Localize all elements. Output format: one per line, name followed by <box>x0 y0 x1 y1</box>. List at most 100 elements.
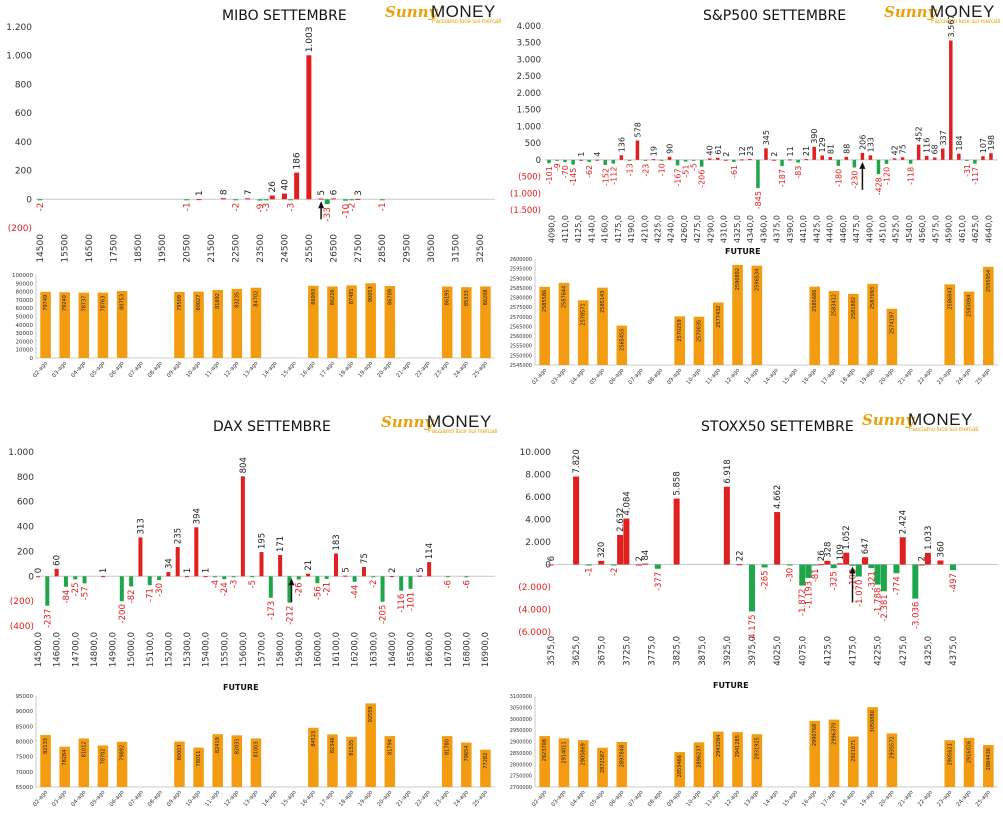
bar-value-label: -57 <box>81 586 91 600</box>
bar-value-label: -9 <box>553 163 562 171</box>
bar-value-label: -84 <box>62 590 72 604</box>
bar-value-label: -200 <box>118 604 128 623</box>
y-tick-label: 3000000 <box>510 717 532 723</box>
x-tick-label: 4340,0 <box>746 215 755 243</box>
call-bar <box>318 198 324 200</box>
bar-value-label: 114 <box>425 543 435 559</box>
call-bar <box>138 537 143 577</box>
x-tick-label: 4190,0 <box>627 215 636 243</box>
call-bar <box>635 140 640 160</box>
put-bar <box>893 564 900 574</box>
x-tick-label: 4390,0 <box>786 215 795 243</box>
x-tick-label: 4560,0 <box>918 215 927 243</box>
x-tick-label: 15100,0 <box>146 632 156 667</box>
bar-value-label: -230 <box>850 171 859 189</box>
x-tick-label: 4290,0 <box>706 215 715 243</box>
y-tick-label: (400) <box>10 622 34 632</box>
put-bar <box>288 199 294 201</box>
put-bar <box>231 576 236 578</box>
bar-value-label: -13 <box>625 163 634 176</box>
future-bar <box>59 292 70 358</box>
future-value-label: 2914011 <box>561 741 567 763</box>
bar-value-label: 804 <box>239 457 249 473</box>
put-bar <box>399 576 404 591</box>
call-bar <box>937 560 944 565</box>
call-bar <box>844 156 849 160</box>
put-bar <box>233 199 239 201</box>
bar-value-label: 390 <box>810 128 819 143</box>
category-label: 18-ago <box>840 367 857 386</box>
bar-value-label: 26 <box>817 550 827 561</box>
y-tick-label: 60000 <box>16 306 34 312</box>
bar-value-label: 5 <box>317 190 327 196</box>
future-bar <box>751 734 763 787</box>
x-tick-label: 16800,0 <box>462 632 472 667</box>
put-bar <box>884 159 889 164</box>
x-tick-label: 4175,0 <box>614 215 623 243</box>
category-label: 03-ago <box>551 789 568 808</box>
future-bar <box>616 741 628 787</box>
put-bar <box>268 576 273 598</box>
put-bar <box>571 159 575 165</box>
category-label: 14-ago <box>262 360 279 379</box>
stoxx-options-chart: (6.000) (4.000) (2.000) 0 2.000 4.000 6.000 8.0… <box>518 448 998 666</box>
put-bar <box>547 159 551 164</box>
x-tick-label: 16900,0 <box>481 632 491 667</box>
put-bar <box>799 564 806 586</box>
bar-value-label: -212 <box>285 606 295 625</box>
y-tick-label: 0 <box>30 356 34 362</box>
bar-value-label: 12 <box>738 146 747 156</box>
category-label: 25-ago <box>472 789 489 808</box>
y-tick-label: 2560000 <box>510 334 532 340</box>
future-value-label: 82346 <box>330 737 336 753</box>
future-value-label: 2577432 <box>716 305 722 327</box>
call-bar <box>667 156 672 160</box>
current-price-arrowhead <box>849 566 856 574</box>
bar-value-label: -51 <box>682 165 691 178</box>
put-bar <box>683 159 688 162</box>
call-bar <box>723 486 730 565</box>
category-label: 09-ago <box>666 789 683 808</box>
y-tick-label: 1.500 <box>517 106 541 116</box>
category-label: 02-ago <box>531 789 548 808</box>
call-bar <box>343 575 348 577</box>
category-label: 12-ago <box>223 360 240 379</box>
x-tick-label: 4375,0 <box>773 215 782 243</box>
future-bar <box>59 746 70 787</box>
future-bar <box>97 292 109 358</box>
call-bar <box>724 159 728 161</box>
sp500-options-chart: (1.500) (1.000) (500) 0 500 1.000 1.500 2.000 2.… <box>510 15 998 243</box>
x-tick-label: 4375,0 <box>949 636 959 666</box>
future-bar <box>809 720 821 787</box>
future-bar <box>712 731 724 787</box>
call-bar <box>196 199 202 201</box>
future-value-label: 2996370 <box>832 723 838 745</box>
bar-value-label: 60 <box>53 555 63 566</box>
bar-value-label: -83 <box>794 166 803 179</box>
x-tick-label: 15400,0 <box>202 632 212 667</box>
future-value-label: 92559 <box>368 706 374 722</box>
call-bar <box>278 555 283 577</box>
bar-value-label: 198 <box>987 135 996 150</box>
category-label: 17-ago <box>319 360 336 379</box>
category-label: 13-ago <box>743 367 760 386</box>
future-value-label: 2943284 <box>716 735 722 757</box>
put-bar <box>780 159 784 167</box>
category-label: 21-ago <box>898 367 915 386</box>
call-bar <box>617 534 624 565</box>
bar-value-label: 23 <box>746 146 755 156</box>
bar-value-label: 6 <box>547 556 557 561</box>
category-label: 22-ago <box>415 789 432 808</box>
stoxx-future-title: FUTURE <box>713 681 749 690</box>
bar-value-label: -61 <box>730 165 739 178</box>
category-label: 03-ago <box>51 789 68 808</box>
put-bar <box>45 576 50 606</box>
future-bar <box>848 293 859 365</box>
x-tick-label: 22500 <box>232 234 242 263</box>
bar-value-label: 183 <box>332 534 342 550</box>
y-tick-label: 3050000 <box>510 705 532 711</box>
x-tick-label: 4275,0 <box>693 215 702 243</box>
category-label: 19-ago <box>859 367 876 386</box>
put-bar <box>675 159 680 166</box>
y-tick-label: (500) <box>518 173 541 183</box>
